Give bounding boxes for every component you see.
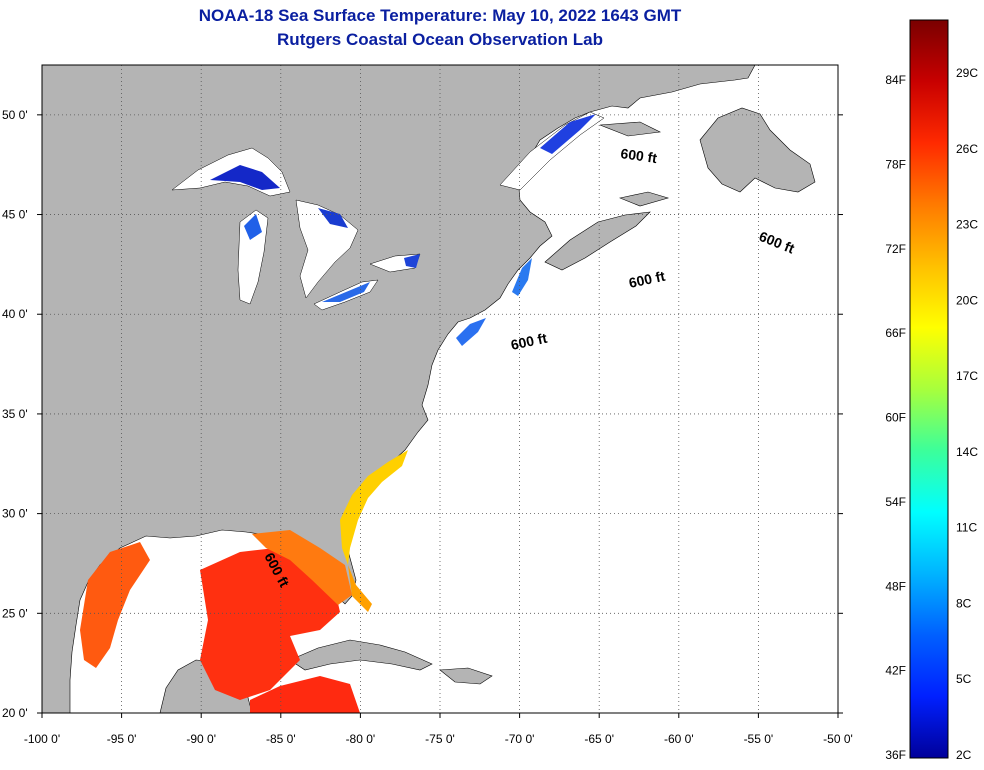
lake-superior-sst [210,165,280,190]
y-tick-label: 40 0' [2,307,28,321]
contour-label: 600 ft [620,145,659,166]
colorbar-f-label: 60F [885,411,906,425]
lake-ontario-sst [404,254,420,268]
colorbar-f-label: 48F [885,579,906,593]
x-tick-label: -80 0' [346,732,376,746]
colorbar-c-label: 23C [956,218,978,232]
colorbar-f-label: 42F [885,664,906,678]
colorbar-c-label: 17C [956,369,978,383]
colorbar-f-label: 54F [885,495,906,509]
colorbar-c-label: 5C [956,672,972,686]
y-tick-label: 50 0' [2,108,28,122]
x-tick-label: -60 0' [664,732,694,746]
x-tick-label: -50 0' [823,732,853,746]
y-tick-label: 45 0' [2,208,28,222]
land-cuba [289,639,433,671]
x-tick-label: -100 0' [24,732,60,746]
lake-michigan-sst [244,214,262,240]
y-tick-label: 25 0' [2,606,28,620]
lake-erie-sst [322,282,370,302]
florida-shelf-sst [252,530,352,605]
land-hispaniola [439,667,493,685]
colorbar-f-label: 66F [885,326,906,340]
axis-ticks [37,114,843,718]
gulf-of-maine-sst [512,258,532,296]
colorbar-c-label: 29C [956,66,978,80]
map-subtitle: Rutgers Coastal Ocean Observation Lab [277,30,603,49]
x-tick-label: -85 0' [266,732,296,746]
x-tick-label: -75 0' [425,732,455,746]
colorbar-gradient [909,19,949,759]
lat-lon-grid [42,65,838,713]
land-north-america [42,65,756,713]
x-tick-label: -90 0' [186,732,216,746]
y-tick-label: 20 0' [2,706,28,720]
colorbar-c-label: 14C [956,445,978,459]
caribbean-sst [250,676,360,713]
gulf-central-sst [200,548,340,700]
x-axis-labels: -100 0' -95 0' -90 0' -85 0' -80 0' -75 0' -70… [24,732,853,746]
land-anticosti [599,121,662,137]
y-axis-labels: 20 0' 25 0' 30 0' 35 0' 40 0' 45 0' 50 0' [2,108,28,720]
colorbar-f-label: 84F [885,73,906,87]
gulf-nw-sst [80,542,150,668]
land-nova-scotia [544,211,651,271]
x-tick-label: -70 0' [505,732,535,746]
lake-huron-sst [318,208,348,228]
colorbar-c-label: 8C [956,596,972,610]
southeast-coast-sst [340,450,408,565]
colorbar-fahrenheit-labels: 84F 78F 72F 66F 60F 54F 48F 42F 36F [885,73,906,762]
y-tick-label: 35 0' [2,407,28,421]
cape-cod-sst [456,318,486,346]
colorbar-celsius-labels: 29C 26C 23C 20C 17C 14C 11C 8C 5C 2C [956,66,978,762]
colorbar-c-label: 2C [956,748,972,762]
colorbar-c-label: 11C [956,521,977,535]
contour-label: 600 ft [627,268,666,291]
colorbar-c-label: 26C [956,142,978,156]
colorbar-f-label: 36F [885,748,906,762]
colorbar-f-label: 72F [885,242,906,256]
y-tick-label: 30 0' [2,507,28,521]
florida-east-sst [348,565,372,612]
x-tick-label: -55 0' [744,732,774,746]
colorbar-f-label: 78F [885,157,906,171]
x-tick-label: -65 0' [584,732,614,746]
lake-michigan [237,209,269,305]
map-title: NOAA-18 Sea Surface Temperature: May 10,… [198,6,682,25]
colorbar-c-label: 20C [956,293,978,307]
land-newfoundland [699,107,816,193]
land-pei [618,191,670,207]
contour-label: 600 ft [509,330,548,353]
st-lawrence-sst [540,114,596,154]
x-tick-label: -95 0' [107,732,137,746]
